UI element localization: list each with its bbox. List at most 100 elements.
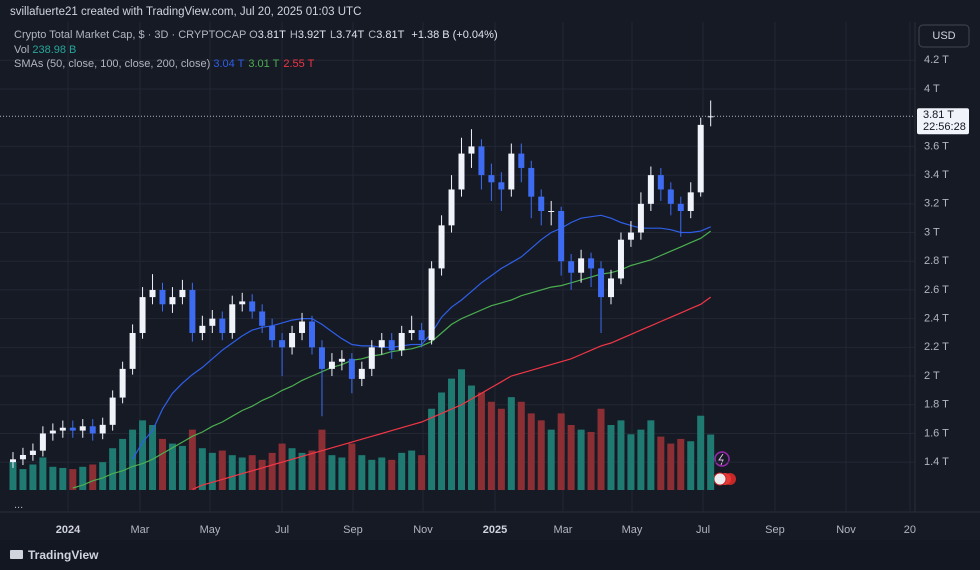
- volume-bar: [537, 420, 545, 490]
- ohlc-key: H: [289, 29, 298, 41]
- candle-body: [687, 192, 694, 211]
- volume-bar: [29, 464, 37, 490]
- candle-body: [69, 427, 76, 431]
- volume-bar: [567, 425, 575, 490]
- volume-bar: [627, 434, 635, 490]
- ohlc-value: 3.81T: [376, 29, 405, 41]
- candle-body: [9, 459, 16, 463]
- volume-bar: [467, 385, 475, 490]
- volume-bar: [408, 450, 416, 490]
- currency-label[interactable]: USD: [932, 30, 955, 42]
- ohlc-value: 3.81T: [257, 29, 286, 41]
- candle-body: [588, 258, 595, 269]
- volume-bar: [168, 443, 176, 490]
- sma-value: 3.01 T: [248, 58, 280, 70]
- candle-body: [508, 153, 515, 190]
- ohlc-key: O: [249, 29, 258, 41]
- y-tick-label: 3.6 T: [924, 140, 949, 152]
- y-tick-label: 3.2 T: [924, 198, 949, 210]
- x-tick-label: Jul: [696, 524, 710, 536]
- volume-bar: [448, 378, 456, 490]
- candle-body: [259, 311, 266, 326]
- brand-name: TradingView: [28, 548, 99, 562]
- candle-body: [318, 347, 325, 369]
- x-tick-label: May: [622, 524, 643, 536]
- brand-icon: [10, 550, 23, 559]
- volume-bar: [368, 459, 376, 490]
- volume-bar: [158, 438, 166, 490]
- ohlc-key: L: [329, 29, 337, 41]
- candle-body: [707, 116, 714, 118]
- volume-bar: [69, 469, 77, 490]
- x-tick-label: Jul: [275, 524, 289, 536]
- y-tick-label: 2.6 T: [924, 284, 949, 296]
- candle-body: [598, 268, 605, 298]
- volume-bar: [557, 413, 565, 490]
- volume-bar: [298, 452, 306, 490]
- candle-body: [189, 289, 196, 333]
- volume-bar: [358, 455, 366, 490]
- candle-body: [677, 203, 684, 211]
- y-tick-label: 1.4 T: [924, 456, 949, 468]
- volume-bar: [129, 429, 137, 490]
- legend-symbol-row: Crypto Total Market Cap, $ · 3D · CRYPTO…: [14, 29, 502, 41]
- volume-bar: [398, 452, 406, 490]
- candle-body: [109, 397, 116, 425]
- ohlc: O3.81T H3.92T L3.74T C3.81T: [249, 29, 408, 41]
- y-tick-label: 1.6 T: [924, 427, 949, 439]
- candle-body: [697, 124, 704, 193]
- candle-body: [239, 301, 246, 305]
- volume-bar: [59, 467, 67, 490]
- candle-body: [209, 318, 216, 326]
- volume-bar: [527, 413, 535, 490]
- candle-body: [478, 146, 485, 176]
- volume-bar: [477, 392, 485, 490]
- volume-bar: [577, 429, 585, 490]
- volume-bar: [99, 462, 107, 490]
- volume-bar: [677, 438, 685, 490]
- candle-body: [408, 330, 415, 333]
- event-icon[interactable]: [714, 451, 730, 467]
- currency-button[interactable]: [918, 24, 970, 48]
- candle-body: [468, 146, 475, 154]
- volume-bar: [647, 420, 655, 490]
- candle-body: [79, 426, 86, 431]
- volume-bar: [438, 392, 446, 490]
- y-tick-label: 3.4 T: [924, 169, 949, 181]
- volume-bar: [617, 420, 625, 490]
- ohlc-value: 3.74T: [336, 29, 365, 41]
- candle-body: [29, 450, 36, 455]
- volume-bar: [487, 401, 495, 490]
- volume-bar: [139, 420, 147, 490]
- volume-bar: [707, 434, 715, 490]
- event-icon[interactable]: [713, 472, 727, 486]
- y-tick-label: 2 T: [924, 370, 940, 382]
- candle-body: [558, 211, 565, 262]
- candle-body: [538, 196, 545, 211]
- candle-body: [89, 426, 96, 434]
- vol-value: 238.98 B: [32, 44, 77, 56]
- volume-bar: [687, 441, 695, 490]
- candle-body: [219, 318, 226, 333]
- volume-bar: [328, 455, 336, 490]
- candle-body: [348, 358, 355, 379]
- volume-bar: [149, 425, 157, 490]
- last-price-box: [917, 108, 969, 135]
- volume-bar: [258, 459, 266, 490]
- y-tick-label: 2.8 T: [924, 255, 949, 267]
- volume-bar: [637, 429, 645, 490]
- candle-body: [428, 268, 435, 341]
- more-label[interactable]: ...: [14, 499, 23, 511]
- volume-bar: [109, 448, 117, 490]
- volume-bar: [547, 429, 555, 490]
- volume-bar: [248, 455, 256, 490]
- volume-bar: [39, 457, 47, 490]
- ohlc-key: C: [368, 29, 377, 41]
- candle-body: [488, 175, 495, 183]
- volume-bar: [9, 462, 17, 490]
- volume-bar: [507, 397, 515, 490]
- volume-bar: [428, 408, 436, 490]
- symbol: Crypto Total Market Cap, $ · 3D · CRYPTO…: [14, 29, 247, 41]
- legend-sma-row: SMAs (50, close, 100, close, 200, close)…: [14, 58, 318, 70]
